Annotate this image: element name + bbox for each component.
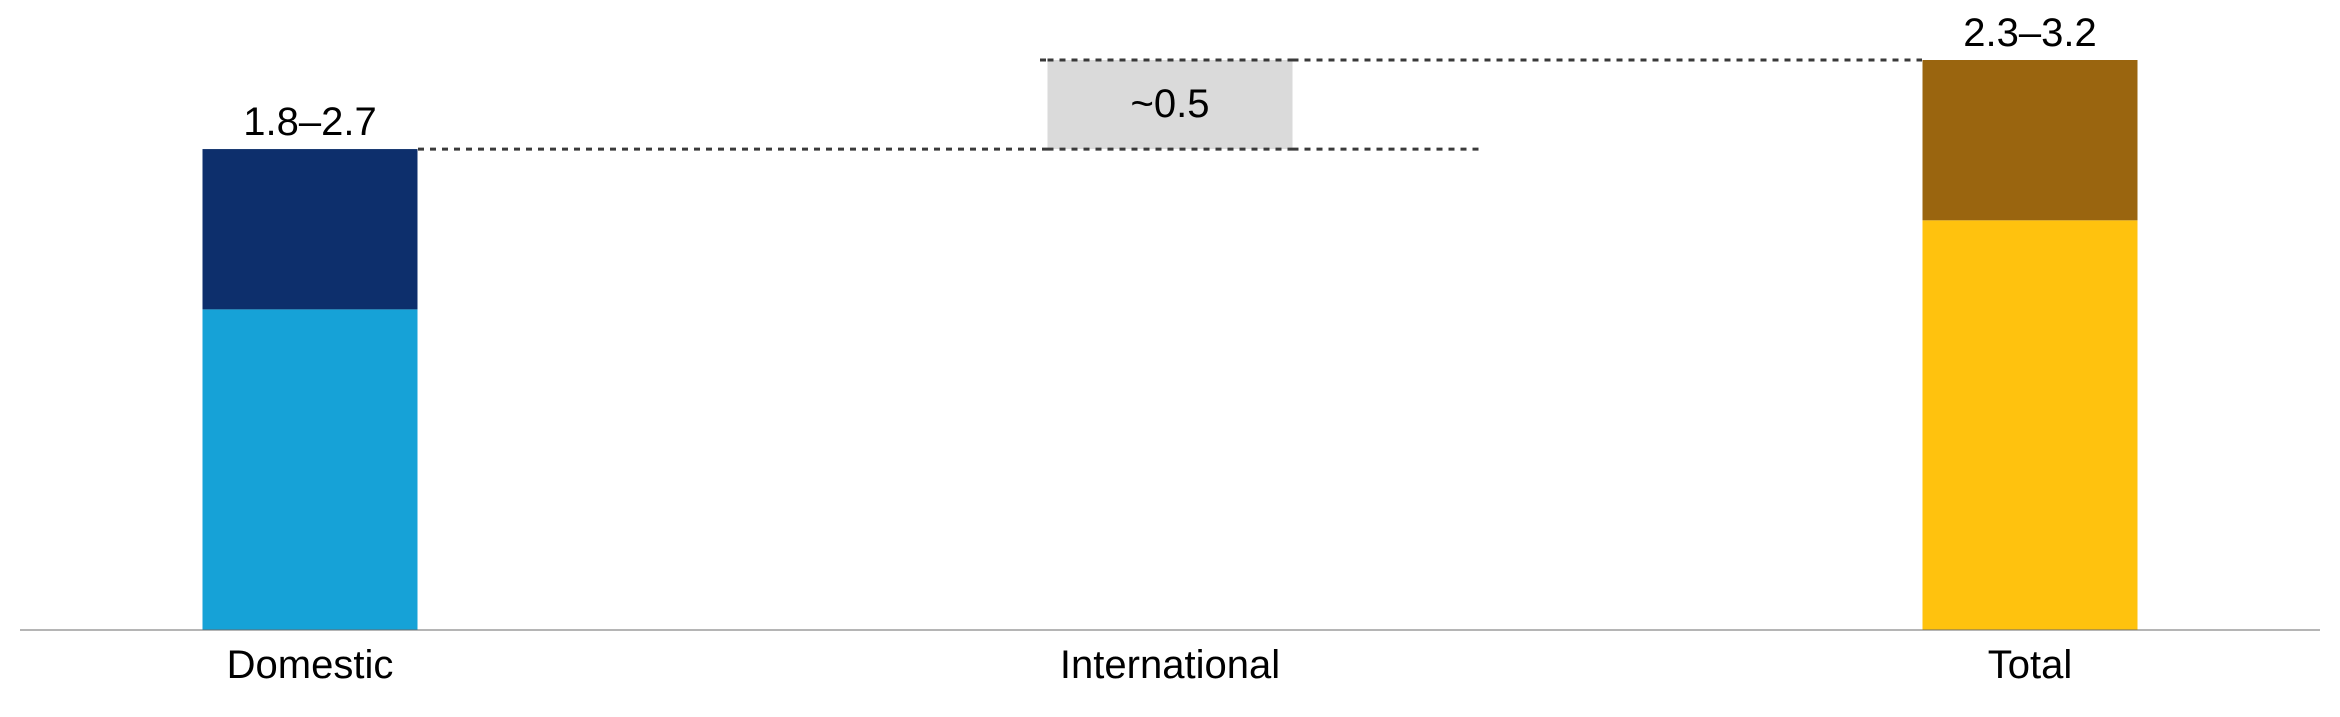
international-delta-label: ~0.5 [1131,82,1210,126]
category-label-international: International [1060,643,1280,687]
chart-svg: 1.8–2.7 2.3–3.2 ~0.5 Domestic International T… [0,0,2340,717]
domestic-bar-segment-1 [203,149,418,309]
category-label-total: Total [1988,643,2073,687]
total-value-label: 2.3–3.2 [1963,11,2096,55]
domestic-value-label: 1.8–2.7 [243,100,376,144]
total-bar-segment-0 [1923,220,2138,630]
domestic-bar-segment-0 [203,309,418,630]
waterfall-chart: 1.8–2.7 2.3–3.2 ~0.5 Domestic International T… [0,0,2340,717]
total-bar-segment-1 [1923,60,2138,220]
category-label-domestic: Domestic [227,643,394,687]
